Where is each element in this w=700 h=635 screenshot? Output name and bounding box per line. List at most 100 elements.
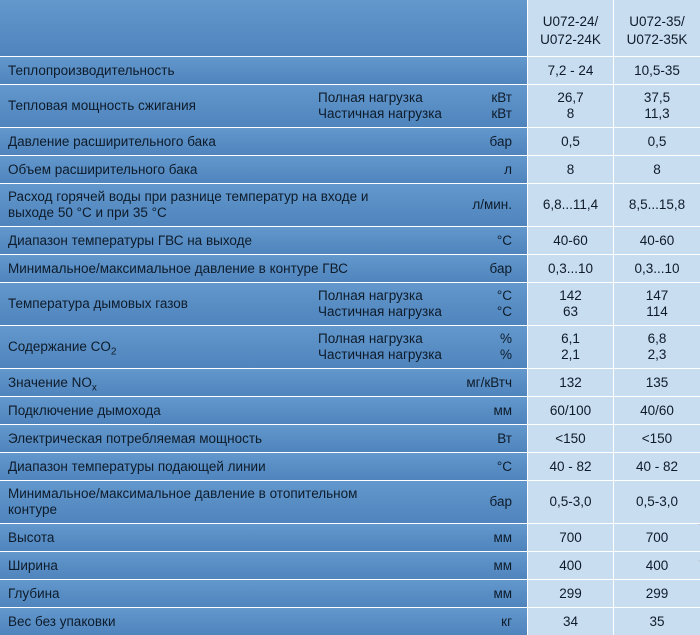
value-bg [614,552,700,579]
row-label: контуре [8,502,57,517]
value-bg [614,227,700,254]
label-subscript: 2 [110,346,117,358]
value-bg [614,255,700,282]
value-bg [614,580,700,607]
value: 135 [645,374,669,390]
load-label: Частичная нагрузка [318,106,442,121]
value-bg [614,481,700,523]
load-label: Полная нагрузка [318,288,423,303]
value: 2,3 [647,347,667,362]
value: 63 [562,304,579,319]
value: 299 [559,585,582,601]
value: 147 [645,288,669,303]
row-bg [0,255,527,282]
row-label: Электрическая потребляемая мощность [8,430,263,446]
unit: мг/кВтч [466,374,512,390]
value: 8 [653,161,661,177]
value: 700 [645,529,669,545]
value: 40-60 [553,232,588,248]
value-bg [528,580,613,607]
row-label: Теплопроизводительность [8,62,175,78]
row-label: Значение NOx [8,374,97,394]
value: 35 [649,613,665,629]
value: 8,5...15,8 [628,197,686,212]
value: 400 [559,557,582,573]
row-bg [0,425,527,452]
unit: кг [501,613,512,629]
row-bg [0,481,527,523]
value-bg [528,156,613,183]
unit: л/мин. [472,197,512,212]
value-bg [614,283,700,325]
value-bg [614,397,700,424]
header-bg [0,0,527,56]
value: 7,2 - 24 [547,62,594,78]
value-bg [614,156,700,183]
value: 40/60 [640,402,674,418]
value-bg [528,255,613,282]
unit: мм [493,585,512,601]
value: 8 [566,161,575,177]
row-bg [0,580,527,607]
load-label: Полная нагрузка [318,331,423,346]
unit: мм [493,402,512,418]
value: 11,3 [644,106,670,121]
value: 34 [562,613,579,629]
unit: °C [496,458,512,474]
header-cell [614,0,700,56]
header-cell [528,0,613,56]
row-label: Диапазон температуры подающей линии [8,458,266,474]
row-label: Минимальное/максимальное давление в конт… [8,260,348,276]
row-label: Высота [8,529,55,545]
value-bg [528,227,613,254]
row-bg [0,57,527,84]
row-label: Тепловая мощность сжигания [8,98,196,113]
row-label: Объем расширительного бака [8,161,198,177]
value: 0,5-3,0 [635,494,679,509]
value: <150 [641,430,673,446]
value-bg [528,369,613,396]
row-label: Ширина [8,557,58,573]
load-label: Частичная нагрузка [318,304,442,319]
model-name: U072-24K [540,32,601,47]
value-bg [528,85,613,127]
value-bg [614,425,700,452]
value-bg [528,57,613,84]
value-bg [528,608,613,635]
row-bg [0,453,527,480]
value: 6,8 [647,331,667,346]
value: 6,8...11,4 [542,197,599,212]
row-bg [0,156,527,183]
unit: л [504,161,512,177]
unit: °C [496,232,512,248]
value-bg [528,425,613,452]
unit: бар [489,494,512,509]
row-bg [0,326,527,368]
unit: кВт [491,90,512,105]
unit: мм [493,557,512,573]
value: <150 [555,430,586,446]
value-bg [614,326,700,368]
value-bg [528,128,613,155]
value-bg [614,524,700,551]
label-subscript: x [91,382,97,394]
model-name: U072-24/ [542,14,599,29]
value: 40 - 82 [635,458,679,474]
unit: Вт [497,430,512,446]
row-bg [0,369,527,396]
value-bg [528,524,613,551]
model-name: U072-35K [626,32,688,47]
row-label: Давление расширительного бака [8,133,216,149]
value-bg [528,184,613,226]
value-bg [528,481,613,523]
row-label: Диапазон температуры ГВС на выходе [8,232,253,248]
value-bg [528,453,613,480]
value: 37,5 [643,90,671,105]
row-bg [0,397,527,424]
value: 40-60 [639,232,675,248]
value-bg [528,397,613,424]
value-bg [614,453,700,480]
value: 0,5 [647,133,667,149]
value: 132 [559,374,582,390]
